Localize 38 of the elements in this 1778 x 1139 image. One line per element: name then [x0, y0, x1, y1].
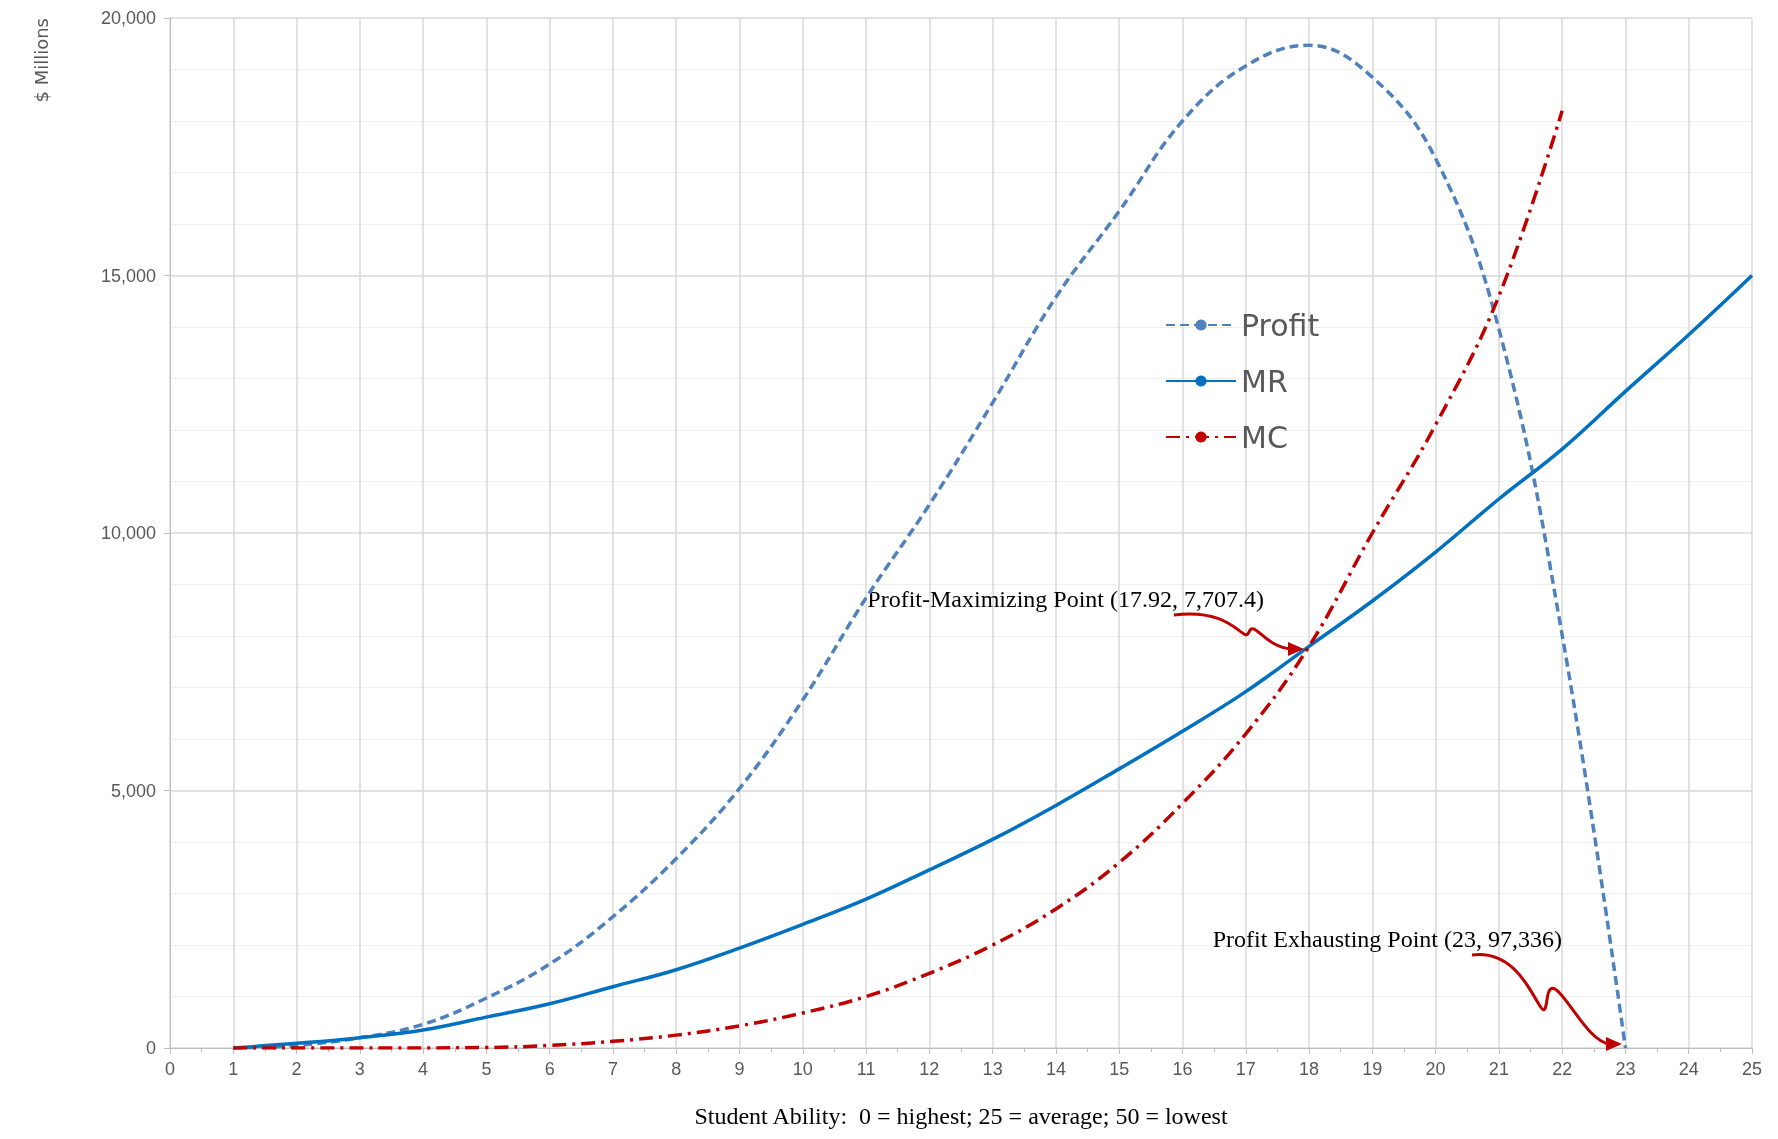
x-tick-label: 24	[1678, 1059, 1699, 1079]
x-tick-label: 11	[856, 1059, 876, 1079]
x-axis-title: Student Ability: 0 = highest; 25 = average; 50 = lowest	[694, 1103, 1228, 1129]
x-tick-label: 8	[671, 1059, 682, 1079]
x-tick-label: 3	[354, 1059, 365, 1079]
x-tick-label: 18	[1299, 1059, 1320, 1079]
x-tick-label: 13	[982, 1059, 1003, 1079]
y-tick-label: 0	[145, 1038, 156, 1058]
x-tick-label: 22	[1552, 1059, 1573, 1079]
legend-label: MR	[1241, 363, 1288, 399]
x-tick-label: 6	[544, 1059, 555, 1079]
x-tick-label: 9	[734, 1059, 745, 1079]
x-tick-label: 5	[481, 1059, 492, 1079]
x-tick-label: 16	[1172, 1059, 1193, 1079]
x-tick-label: 23	[1615, 1059, 1636, 1079]
x-tick-label: 4	[418, 1059, 429, 1079]
x-tick-label: 1	[228, 1059, 239, 1079]
y-tick-label: 5,000	[110, 780, 156, 801]
legend-label: MC	[1241, 419, 1288, 455]
x-tick-label: 10	[792, 1059, 813, 1079]
annotation: Profit-Maximizing Point (17.92, 7,707.4)	[867, 586, 1264, 613]
x-tick-label: 2	[291, 1059, 302, 1079]
y-tick-label: 20,000	[100, 8, 156, 28]
x-tick-label: 14	[1045, 1059, 1066, 1079]
y-tick-label: 15,000	[100, 265, 156, 286]
x-tick-label: 0	[164, 1059, 176, 1079]
y-tick-label: 10,000	[100, 523, 156, 543]
legend-label: Profit	[1241, 307, 1320, 343]
annotation: Profit Exhausting Point (23, 97,336)	[1212, 926, 1562, 952]
x-tick-label: 21	[1488, 1059, 1509, 1079]
x-tick-label: 15	[1109, 1059, 1130, 1079]
y-axis-title: $ Millions	[30, 18, 52, 103]
x-tick-label: 19	[1362, 1059, 1383, 1079]
x-tick-label: 20	[1425, 1059, 1446, 1079]
x-tick-label: 17	[1235, 1059, 1256, 1079]
x-tick-label: 12	[919, 1059, 940, 1079]
x-tick-label: 7	[607, 1059, 618, 1079]
x-tick-label: 25	[1741, 1059, 1763, 1079]
